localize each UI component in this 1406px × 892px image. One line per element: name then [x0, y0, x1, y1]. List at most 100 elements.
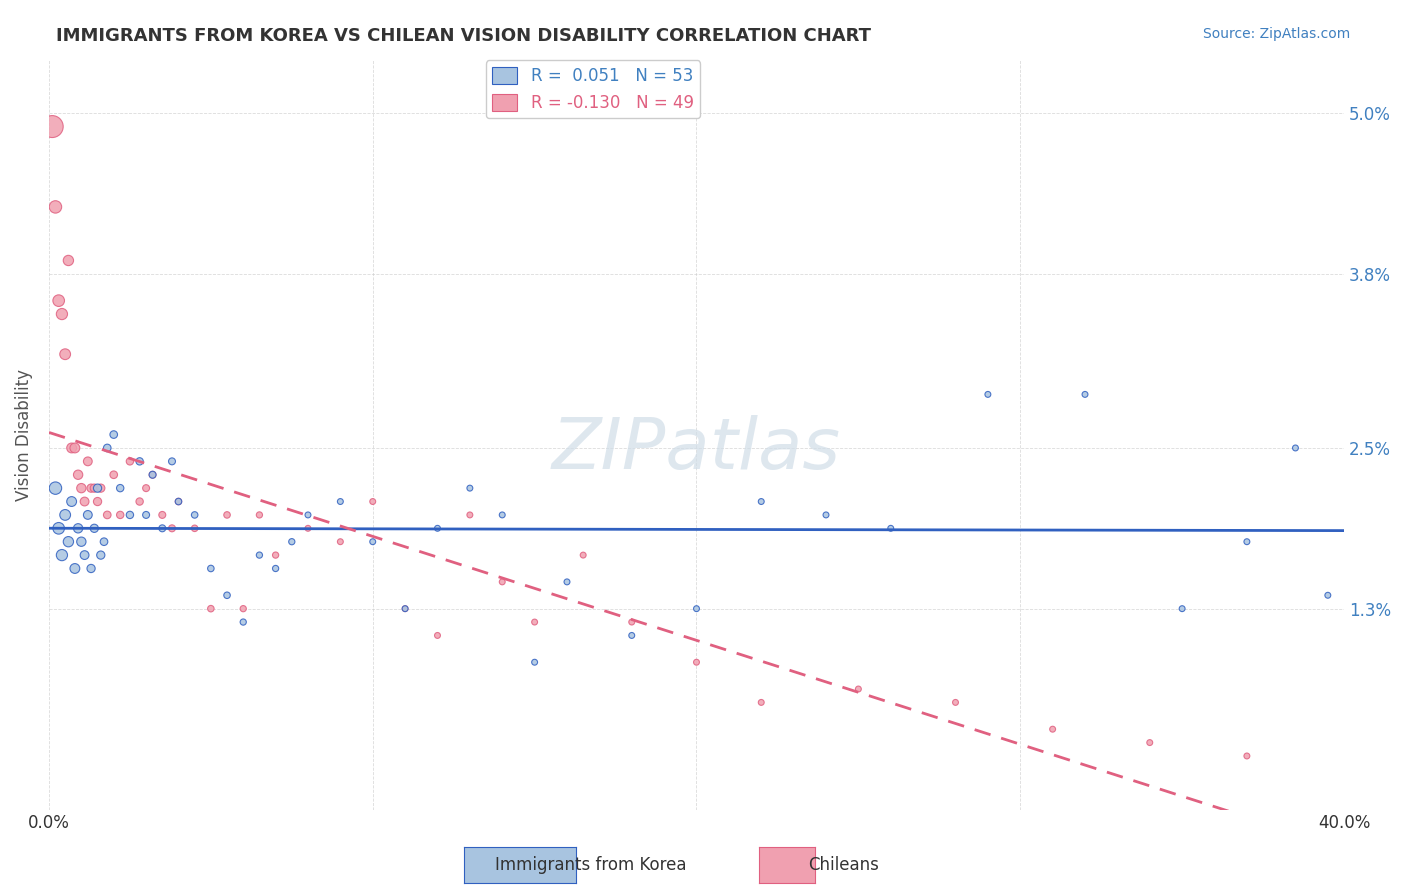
Point [58, 253, 80, 268]
Point [60, 441, 83, 455]
Point [93, 534, 115, 549]
Point [1236, 749, 1258, 764]
Point [215, 508, 238, 522]
Point [232, 615, 254, 629]
Point [160, 521, 183, 535]
Point [1284, 441, 1306, 455]
Point [73, 494, 96, 508]
Point [814, 508, 837, 522]
Point [48, 521, 70, 535]
Point [128, 494, 150, 508]
Point [58, 534, 80, 549]
Point [749, 494, 772, 508]
Point [118, 454, 141, 468]
Point [394, 601, 416, 615]
Point [142, 467, 165, 482]
Point [523, 655, 546, 669]
Point [1316, 588, 1339, 602]
Text: Source: ZipAtlas.com: Source: ZipAtlas.com [1202, 27, 1350, 41]
Point [361, 494, 384, 508]
Text: Chileans: Chileans [808, 856, 879, 874]
Point [977, 387, 1000, 401]
Point [426, 628, 449, 642]
Point [96, 508, 118, 522]
Point [167, 494, 190, 508]
Point [200, 601, 222, 615]
Point [103, 427, 125, 442]
Point [51, 548, 73, 562]
Point [297, 521, 319, 535]
Point [1171, 601, 1194, 615]
Point [1074, 387, 1097, 401]
Point [150, 508, 173, 522]
Point [160, 454, 183, 468]
Point [183, 508, 205, 522]
Point [135, 508, 157, 522]
Point [232, 601, 254, 615]
Point [90, 548, 112, 562]
Point [76, 508, 98, 522]
Point [264, 561, 287, 575]
Point [1042, 722, 1064, 736]
Point [620, 615, 643, 629]
Point [1139, 735, 1161, 749]
Point [86, 494, 108, 508]
Legend: R =  0.051   N = 53, R = -0.130   N = 49: R = 0.051 N = 53, R = -0.130 N = 49 [485, 61, 700, 119]
Point [63, 441, 86, 455]
Point [880, 521, 903, 535]
Point [426, 521, 449, 535]
Point [572, 548, 595, 562]
Point [67, 467, 90, 482]
Point [1236, 534, 1258, 549]
Point [685, 601, 707, 615]
Point [142, 467, 165, 482]
Text: ZIPatlas: ZIPatlas [553, 415, 841, 484]
Point [685, 655, 707, 669]
Point [555, 574, 578, 589]
Point [394, 601, 416, 615]
Point [249, 548, 271, 562]
Point [51, 307, 73, 321]
Y-axis label: Vision Disability: Vision Disability [15, 368, 32, 500]
Point [53, 347, 76, 361]
Point [329, 534, 352, 549]
Text: Immigrants from Korea: Immigrants from Korea [495, 856, 686, 874]
Point [53, 508, 76, 522]
Point [491, 574, 513, 589]
Point [60, 494, 83, 508]
Point [281, 534, 304, 549]
Point [249, 508, 271, 522]
Point [80, 481, 103, 495]
Point [329, 494, 352, 508]
Point [361, 534, 384, 549]
Point [749, 695, 772, 709]
Point [458, 481, 481, 495]
Point [108, 508, 131, 522]
Point [44, 200, 66, 214]
Point [848, 681, 870, 696]
Point [945, 695, 967, 709]
Point [491, 508, 513, 522]
Point [83, 521, 105, 535]
Point [108, 481, 131, 495]
Point [297, 508, 319, 522]
Point [128, 454, 150, 468]
Point [67, 521, 90, 535]
Point [215, 588, 238, 602]
Point [76, 454, 98, 468]
Point [70, 534, 93, 549]
Point [458, 508, 481, 522]
Point [41, 120, 63, 134]
Point [83, 481, 105, 495]
Point [80, 561, 103, 575]
Text: IMMIGRANTS FROM KOREA VS CHILEAN VISION DISABILITY CORRELATION CHART: IMMIGRANTS FROM KOREA VS CHILEAN VISION … [56, 27, 872, 45]
Point [150, 521, 173, 535]
Point [86, 481, 108, 495]
Point [135, 481, 157, 495]
Point [200, 561, 222, 575]
Point [90, 481, 112, 495]
Point [73, 548, 96, 562]
Point [96, 441, 118, 455]
Point [70, 481, 93, 495]
Point [103, 467, 125, 482]
